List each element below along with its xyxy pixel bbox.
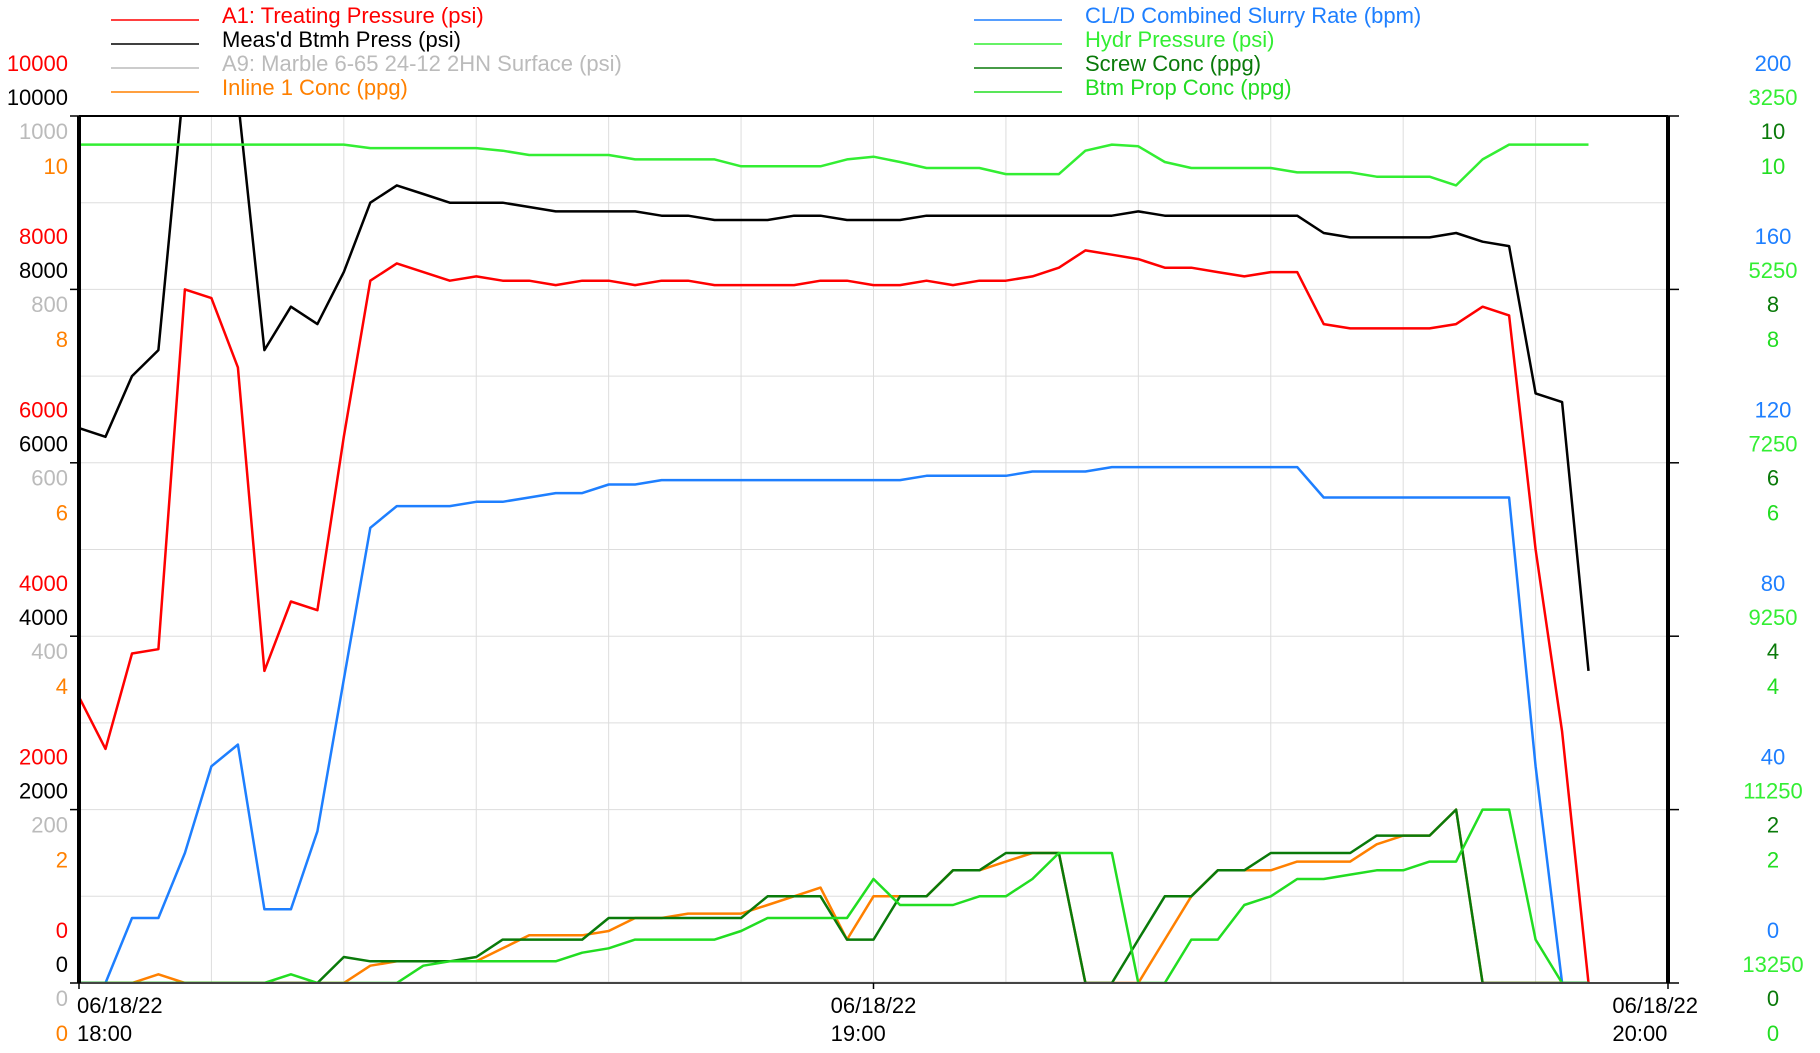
legend-label: CL/D Combined Slurry Rate (bpm) bbox=[1085, 3, 1421, 28]
series-line bbox=[79, 808, 1589, 983]
series-line bbox=[79, 116, 1590, 672]
y-tick-label: 6000 bbox=[19, 398, 68, 423]
y-tick-label: 400 bbox=[31, 639, 68, 664]
y-tick-label: 0 bbox=[1767, 986, 1779, 1011]
y-tick-label: 8 bbox=[1767, 327, 1779, 352]
y-tick-label: 0 bbox=[56, 952, 68, 977]
y-tick-label: 800 bbox=[31, 292, 68, 317]
y-tick-label: 5250 bbox=[1749, 258, 1798, 283]
y-tick-label: 2000 bbox=[19, 778, 68, 803]
y-tick-label: 8 bbox=[56, 327, 68, 352]
series-line bbox=[79, 465, 1589, 983]
y-tick-label: 11250 bbox=[1743, 778, 1803, 803]
y-tick-label: 0 bbox=[56, 1021, 68, 1046]
y-tick-label: 0 bbox=[1767, 918, 1779, 943]
y-tick-label: 6 bbox=[1767, 466, 1779, 491]
y-tick-label: 4 bbox=[1767, 639, 1779, 664]
y-tick-label: 1000 bbox=[19, 119, 68, 144]
y-tick-label: 80 bbox=[1761, 571, 1785, 596]
legend-label: Btm Prop Conc (ppg) bbox=[1085, 75, 1292, 100]
y-tick-label: 120 bbox=[1755, 398, 1792, 423]
legend-label: Hydr Pressure (psi) bbox=[1085, 27, 1274, 52]
y-tick-label: 10000 bbox=[7, 51, 68, 76]
y-tick-label: 6 bbox=[56, 501, 68, 526]
y-tick-label: 2 bbox=[1767, 847, 1779, 872]
y-tick-label: 2000 bbox=[19, 744, 68, 769]
grid bbox=[78, 115, 1669, 984]
y-tick-label: 200 bbox=[31, 812, 68, 837]
legend-label: Screw Conc (ppg) bbox=[1085, 51, 1261, 76]
y-tick-label: 8000 bbox=[19, 224, 68, 249]
y-tick-label: 0 bbox=[56, 986, 68, 1011]
series-line bbox=[79, 249, 1590, 983]
y-tick-label: 3250 bbox=[1749, 85, 1798, 110]
plot-area bbox=[79, 116, 1590, 983]
legend-label: Meas'd Btmh Press (psi) bbox=[222, 27, 461, 52]
y-tick-label: 10 bbox=[44, 154, 68, 179]
y-tick-label: 13250 bbox=[1742, 952, 1803, 977]
x-tick-label: 06/18/22 19:00 bbox=[830, 993, 917, 1046]
y-tick-label: 8 bbox=[1767, 292, 1779, 317]
legend-label: A9: Marble 6-65 24-12 2HN Surface (psi) bbox=[222, 51, 622, 76]
y-tick-label: 160 bbox=[1755, 224, 1792, 249]
y-tick-label: 8000 bbox=[19, 258, 68, 283]
series-line bbox=[79, 808, 1589, 983]
y-tick-label: 7250 bbox=[1749, 432, 1798, 457]
y-tick-label: 4 bbox=[1767, 674, 1779, 699]
x-tick-label: 06/18/22 18:00 bbox=[77, 993, 163, 1046]
y-tick-label: 4000 bbox=[19, 605, 68, 630]
y-tick-label: 9250 bbox=[1749, 605, 1798, 630]
y-tick-label: 6000 bbox=[19, 432, 68, 457]
y-tick-label: 10 bbox=[1761, 154, 1785, 179]
y-tick-label: 200 bbox=[1755, 51, 1792, 76]
y-tick-label: 4 bbox=[56, 674, 68, 699]
x-tick-label: 06/18/22 20:00 bbox=[1612, 993, 1698, 1046]
y-tick-label: 600 bbox=[31, 466, 68, 491]
frame: 0200040006000800010000020004000600080001… bbox=[7, 3, 1804, 1046]
y-tick-label: 6 bbox=[1767, 501, 1779, 526]
series-line bbox=[79, 143, 1589, 187]
y-tick-label: 0 bbox=[1767, 1021, 1779, 1046]
y-tick-label: 4000 bbox=[19, 571, 68, 596]
y-tick-label: 10 bbox=[1761, 119, 1785, 144]
legend-label: Inline 1 Conc (ppg) bbox=[222, 75, 408, 100]
legend-label: A1: Treating Pressure (psi) bbox=[222, 3, 484, 28]
y-tick-label: 2 bbox=[56, 847, 68, 872]
y-tick-label: 2 bbox=[1767, 812, 1779, 837]
y-tick-label: 40 bbox=[1761, 744, 1785, 769]
y-tick-label: 10000 bbox=[7, 85, 68, 110]
y-tick-label: 0 bbox=[56, 918, 68, 943]
